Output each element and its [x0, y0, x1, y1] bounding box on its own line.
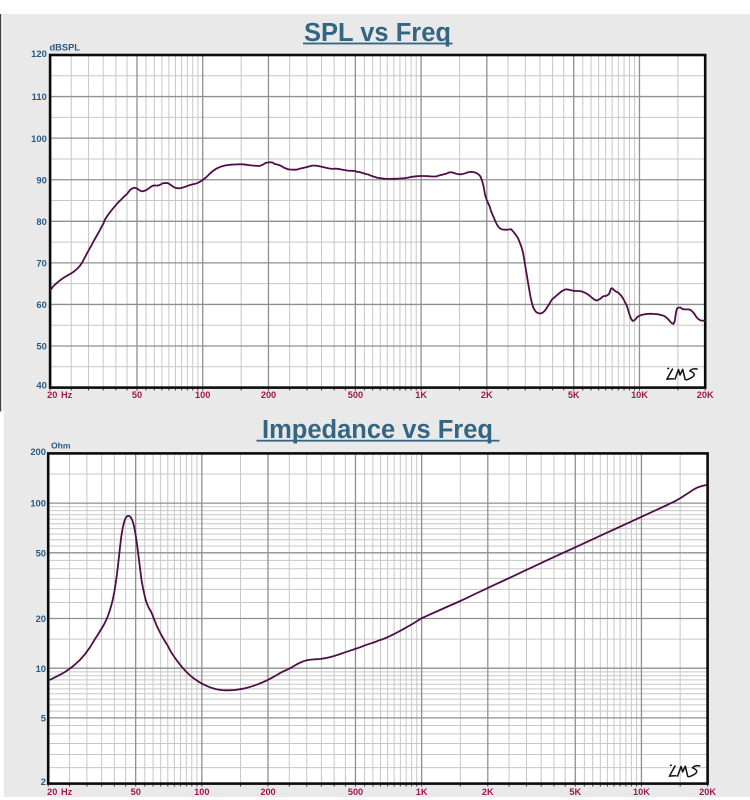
svg-text:200: 200	[260, 787, 275, 797]
svg-text:Ohm: Ohm	[51, 441, 71, 451]
svg-text:200: 200	[261, 390, 276, 400]
svg-text:20: 20	[47, 787, 57, 797]
svg-text:50: 50	[131, 787, 141, 797]
svg-text:100: 100	[195, 390, 210, 400]
svg-text:5K: 5K	[568, 390, 580, 400]
svg-text:120: 120	[31, 48, 47, 59]
svg-text:90: 90	[36, 174, 46, 185]
svg-text:500: 500	[348, 787, 363, 797]
svg-text:80: 80	[36, 216, 46, 227]
svg-text:2: 2	[41, 776, 46, 787]
svg-text:20K: 20K	[697, 390, 714, 400]
svg-text:1K: 1K	[416, 787, 428, 797]
svg-text:60: 60	[36, 299, 46, 310]
svg-text:100: 100	[194, 787, 209, 797]
svg-text:5: 5	[41, 713, 46, 724]
svg-text:Hz: Hz	[61, 390, 73, 400]
svg-text:2K: 2K	[481, 390, 493, 400]
svg-text:2K: 2K	[482, 787, 494, 797]
svg-text:SPL vs Freq: SPL vs Freq	[304, 19, 451, 47]
svg-text:Impedance vs Freq: Impedance vs Freq	[262, 416, 493, 444]
svg-text:20K: 20K	[699, 787, 716, 797]
svg-text:110: 110	[32, 91, 47, 102]
svg-text:10K: 10K	[631, 390, 648, 400]
svg-text:Hz: Hz	[61, 787, 73, 797]
svg-text:1K: 1K	[415, 390, 427, 400]
svg-text:50: 50	[36, 341, 46, 352]
svg-text:10K: 10K	[633, 787, 650, 797]
svg-text:50: 50	[36, 547, 46, 558]
svg-text:50: 50	[132, 390, 142, 400]
svg-text:10: 10	[36, 663, 46, 674]
svg-text:100: 100	[30, 498, 46, 509]
svg-text:100: 100	[31, 133, 47, 144]
svg-text:70: 70	[36, 258, 46, 269]
svg-text:40: 40	[36, 380, 46, 391]
svg-text:20: 20	[47, 390, 57, 400]
svg-text:200: 200	[30, 446, 46, 457]
svg-text:5K: 5K	[569, 787, 581, 797]
svg-text:dBSPL: dBSPL	[50, 43, 81, 53]
svg-text:20: 20	[36, 613, 46, 624]
svg-text:500: 500	[348, 390, 363, 400]
